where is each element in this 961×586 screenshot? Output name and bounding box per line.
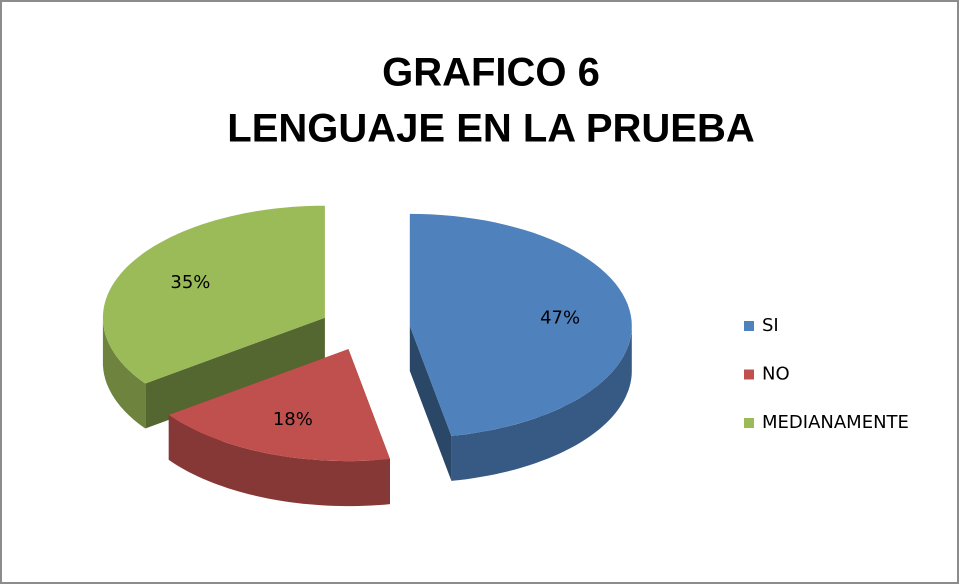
slice-rim [451, 325, 632, 481]
slice-rim [168, 414, 390, 507]
data-label: 35% [170, 272, 210, 293]
slice-rim [102, 317, 146, 429]
slice [168, 349, 390, 462]
slice-side [409, 325, 452, 481]
data-label: 47% [540, 308, 580, 329]
legend-label: MEDIANAMENTE [762, 412, 909, 433]
legend-swatch [744, 418, 754, 428]
slice [409, 213, 632, 436]
slice-side [145, 317, 325, 429]
legend-swatch [744, 321, 754, 331]
legend-label: NO [762, 364, 790, 385]
slice [102, 205, 325, 384]
legend-swatch [744, 369, 754, 380]
chart-title: LENGUAJE EN LA PRUEBA [227, 107, 754, 151]
chart-title: GRAFICO 6 [382, 51, 600, 95]
legend-label: SI [762, 315, 779, 336]
data-label: 18% [273, 409, 313, 430]
